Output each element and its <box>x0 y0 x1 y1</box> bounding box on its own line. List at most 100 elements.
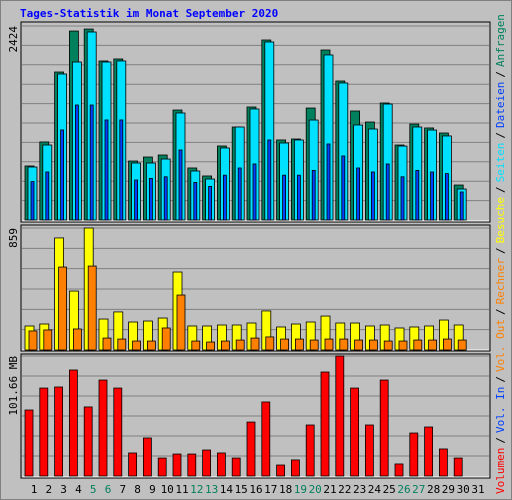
x-tick-label: 1 <box>31 483 38 496</box>
bar <box>128 452 138 477</box>
bar <box>222 174 227 221</box>
bar <box>202 449 212 477</box>
bar <box>415 169 420 221</box>
bar <box>385 163 390 221</box>
bar <box>296 174 301 221</box>
bar <box>282 174 287 221</box>
bar <box>459 191 464 221</box>
bar <box>400 176 405 221</box>
bar <box>413 339 423 351</box>
x-tick-label: 13 <box>205 483 218 496</box>
bar <box>119 119 124 221</box>
bar <box>398 340 408 351</box>
bar <box>261 401 271 477</box>
x-tick-label: 25 <box>383 483 396 496</box>
bar <box>339 338 349 351</box>
bar <box>324 338 334 351</box>
bar <box>394 463 404 477</box>
bar <box>235 339 245 351</box>
x-tick-label: 16 <box>249 483 262 496</box>
bar <box>146 340 156 351</box>
bar <box>89 104 94 221</box>
x-tick-label: 26 <box>397 483 410 496</box>
bar <box>220 340 230 351</box>
legend-separator: / <box>494 132 507 139</box>
bar <box>252 163 257 221</box>
legend-separator: / <box>494 437 507 444</box>
bar <box>98 379 108 477</box>
bar <box>368 339 378 351</box>
x-tick-label: 24 <box>368 483 382 496</box>
x-tick-label: 27 <box>412 483 425 496</box>
x-tick-label: 31 <box>471 483 484 496</box>
bar <box>157 457 167 477</box>
x-tick-label: 19 <box>294 483 307 496</box>
bar <box>265 336 275 351</box>
bar <box>364 424 374 477</box>
bar <box>45 171 50 221</box>
x-tick-label: 8 <box>134 483 141 496</box>
x-tick-label: 3 <box>60 483 67 496</box>
legend-separator: / <box>494 308 507 315</box>
bar <box>335 355 345 477</box>
x-tick-label: 5 <box>90 483 97 496</box>
x-tick-label: 9 <box>149 483 156 496</box>
bar <box>305 424 315 477</box>
bar <box>187 453 197 477</box>
legend-separator: / <box>494 186 507 193</box>
bar <box>354 339 364 351</box>
bar <box>424 426 434 477</box>
x-tick-label: 18 <box>279 483 292 496</box>
bar <box>73 328 82 351</box>
bar <box>379 379 389 477</box>
chart-title: Tages-Statistik im Monat September 2020 <box>20 7 278 20</box>
bar <box>206 341 216 351</box>
x-tick-label: 21 <box>323 483 336 496</box>
legend-separator: / <box>494 376 507 383</box>
y-tick-label: 859 <box>7 228 20 248</box>
bar <box>276 464 286 477</box>
bar <box>430 171 435 221</box>
legend-entry: Besuche <box>494 197 507 243</box>
bar <box>294 338 304 351</box>
bar <box>75 104 79 221</box>
bar <box>216 452 226 477</box>
bar <box>30 181 35 221</box>
bar <box>104 119 109 221</box>
bar <box>117 338 127 351</box>
bar <box>237 167 242 221</box>
bar <box>54 386 63 477</box>
bar <box>250 337 260 351</box>
x-tick-label: 15 <box>235 483 248 496</box>
bar <box>453 457 463 477</box>
bar <box>43 329 53 351</box>
x-tick-label: 23 <box>353 483 366 496</box>
bar <box>341 155 346 221</box>
bar <box>113 387 123 477</box>
legend-entry: Vol. Out <box>494 319 507 372</box>
bar <box>356 167 361 221</box>
y-tick-label: 2424 <box>7 26 20 53</box>
bar <box>142 437 152 477</box>
bar <box>60 129 64 221</box>
bar <box>311 169 316 221</box>
x-tick-label: 14 <box>220 483 234 496</box>
x-tick-label: 7 <box>119 483 126 496</box>
bar <box>320 371 330 477</box>
bar <box>87 265 97 351</box>
bar <box>442 338 452 351</box>
bar <box>438 448 448 477</box>
bar <box>134 179 139 221</box>
x-tick-label: 12 <box>190 483 203 496</box>
x-tick-label: 2 <box>45 483 52 496</box>
bar <box>58 266 67 351</box>
legend-entry: Seiten <box>494 143 507 183</box>
bar <box>191 340 201 351</box>
x-tick-label: 4 <box>75 483 82 496</box>
bar <box>246 421 256 477</box>
bar <box>370 171 375 221</box>
bar <box>409 432 419 477</box>
bar <box>102 337 112 351</box>
bar <box>39 387 49 477</box>
